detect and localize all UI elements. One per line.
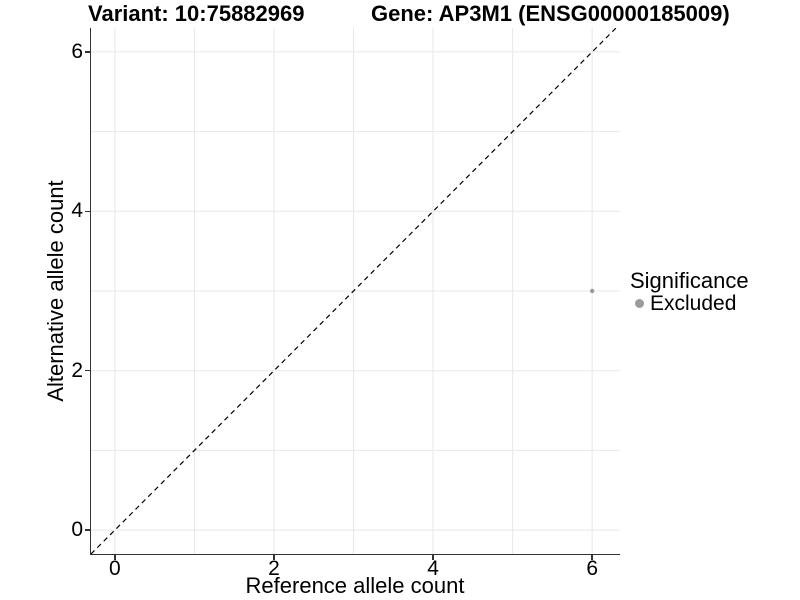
x-tick-label: 2 — [268, 557, 280, 580]
y-tick-mark — [84, 210, 90, 212]
plot-panel — [91, 28, 620, 554]
y-tick-mark — [84, 369, 90, 372]
x-tick-label: 0 — [109, 557, 121, 580]
identity-dashed-line — [91, 28, 617, 554]
x-tick-mark — [114, 555, 116, 560]
legend: Significance Excluded — [630, 269, 749, 314]
x-tick-mark — [591, 555, 593, 560]
y-tick-label: 4 — [71, 199, 83, 223]
x-tick-label: 4 — [427, 557, 439, 580]
x-axis-title: Reference allele count — [245, 573, 465, 598]
y-axis-line — [89, 28, 92, 556]
y-tick-label: 0 — [71, 518, 83, 542]
legend-title: Significance — [630, 268, 749, 293]
data-point — [589, 288, 595, 294]
y-tick-mark — [84, 51, 90, 53]
x-tick-mark — [273, 555, 275, 560]
legend-item-excluded: Excluded — [630, 293, 749, 314]
x-tick-mark — [432, 555, 434, 560]
plot-canvas — [91, 28, 620, 554]
y-tick-label: 2 — [71, 358, 83, 382]
x-axis-line — [89, 554, 621, 556]
x-tick-label: 6 — [586, 557, 598, 580]
variant-title: Variant: 10:75882969 — [88, 1, 305, 26]
y-tick-label: 6 — [71, 39, 83, 63]
gene-title: Gene: AP3M1 (ENSG00000185009) — [371, 1, 730, 26]
legend-item-label: Excluded — [650, 292, 737, 315]
y-tick-mark — [84, 529, 90, 531]
legend-point-icon — [635, 299, 644, 308]
